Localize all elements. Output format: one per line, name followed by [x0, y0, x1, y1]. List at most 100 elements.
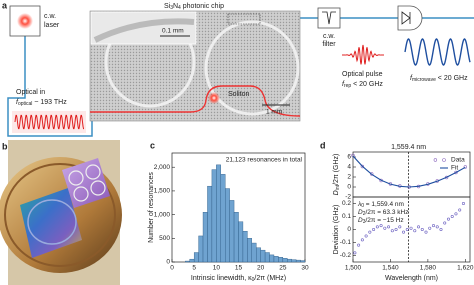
text-part: ~ 193 THz — [32, 99, 67, 106]
scale-label: 0.1 mm — [162, 28, 184, 35]
panel-label: d — [320, 140, 326, 150]
bar — [198, 235, 204, 263]
panel-label: b — [2, 141, 8, 151]
data-point — [461, 202, 465, 206]
zoom-box — [227, 13, 261, 25]
data-point — [458, 208, 462, 212]
f-rep: frep < 20 GHz — [342, 81, 383, 89]
text-part: 4 — [178, 5, 181, 11]
data-point — [454, 212, 458, 216]
y-axis-label: Deviation (GHz) — [333, 205, 340, 255]
x-tick-label: 30 — [301, 265, 309, 272]
x-axis-label: Wavelength (nm) — [385, 275, 438, 282]
x-tick-label: 1,540 — [382, 265, 399, 272]
bar — [273, 256, 279, 263]
optical-pulse — [341, 44, 385, 65]
text-part: int — [335, 184, 341, 190]
x-tick-label: 0 — [170, 265, 174, 272]
annotation: D3/2π = −15 Hz — [358, 217, 404, 226]
bar — [238, 221, 244, 263]
text-part: 3 — [170, 5, 173, 11]
inset — [90, 11, 197, 45]
x-tick-label: 1,500 — [345, 265, 362, 272]
y-tick-label: 4 — [347, 164, 351, 171]
bar — [207, 185, 213, 263]
bar — [264, 252, 270, 263]
legend-marker — [442, 158, 446, 162]
optical-wave — [14, 114, 84, 130]
bar — [189, 258, 195, 263]
data-point — [379, 224, 383, 228]
bar — [278, 257, 284, 263]
bar — [295, 259, 301, 263]
text-part: D — [358, 209, 363, 216]
data-point — [398, 225, 402, 229]
data-point — [439, 228, 443, 232]
x-tick-label: 10 — [213, 265, 221, 272]
f-optical: foptical ~ 193 THz — [16, 99, 67, 107]
microwave-wave — [404, 38, 471, 66]
y-tick-label: 2,000 — [154, 164, 171, 171]
text-part: D — [358, 217, 363, 224]
text-part: < 20 GHz — [351, 81, 383, 88]
text-part: rep — [344, 83, 351, 89]
data-point — [351, 153, 355, 158]
data-point — [424, 230, 428, 234]
text-part: f — [16, 99, 19, 106]
text-part: 2 — [363, 211, 366, 217]
bar — [220, 174, 226, 263]
laser-glow — [17, 13, 33, 29]
soliton-label: Soliton — [228, 91, 250, 98]
panel-label: a — [2, 0, 8, 10]
data-point — [454, 170, 458, 175]
data-point — [413, 229, 417, 233]
data-point — [394, 228, 398, 232]
bar — [251, 242, 257, 263]
bar — [247, 238, 253, 263]
data-line — [352, 155, 466, 188]
data-point — [372, 228, 376, 232]
text-part: /2π (GHz) — [333, 154, 340, 185]
text-part: 3 — [363, 219, 366, 225]
y-tick-label: 1,500 — [154, 188, 171, 195]
fiber — [7, 17, 474, 137]
data-point — [420, 228, 424, 232]
y-tick-label: 1,000 — [154, 211, 171, 218]
data-point — [463, 165, 468, 169]
bar — [216, 164, 221, 263]
x-tick-label: 15 — [235, 265, 243, 272]
filter-box — [317, 7, 341, 29]
data-point — [446, 217, 450, 221]
y-axis-label: Dint/2π (GHz) — [333, 154, 341, 196]
x-tick-label: 1,620 — [457, 265, 474, 272]
text-part: /2π = −15 Hz — [365, 217, 403, 224]
data-point — [383, 226, 387, 230]
text-part: optical — [18, 101, 32, 107]
x-tick-label: 1,580 — [420, 265, 437, 272]
data-point — [368, 230, 372, 234]
bar — [282, 258, 288, 263]
bar — [256, 247, 261, 263]
annotation: 21,123 resonances in total — [226, 157, 303, 164]
filter-label: c.w. — [323, 33, 335, 40]
bar — [287, 258, 292, 263]
y-tick-label: 2 — [347, 174, 351, 181]
data-point — [405, 228, 409, 232]
x-tick-label: 20 — [257, 265, 265, 272]
bar — [224, 188, 230, 263]
data-point — [353, 251, 357, 255]
data-point — [433, 158, 438, 162]
data-point — [357, 243, 361, 247]
bar — [260, 249, 266, 263]
data-point — [431, 224, 435, 228]
y-tick-label: 0.1 — [342, 213, 351, 220]
y-tick-label: 500 — [159, 235, 170, 242]
y-tick-label: 0 — [347, 184, 351, 191]
laser-label: c.w. — [44, 13, 56, 20]
filter-label: filter — [322, 41, 336, 48]
text-part: f — [342, 81, 345, 88]
data-point — [360, 238, 364, 242]
bar — [233, 212, 239, 263]
text-part: f — [410, 75, 413, 82]
text-part: = 1,559.4 nm — [364, 201, 404, 208]
